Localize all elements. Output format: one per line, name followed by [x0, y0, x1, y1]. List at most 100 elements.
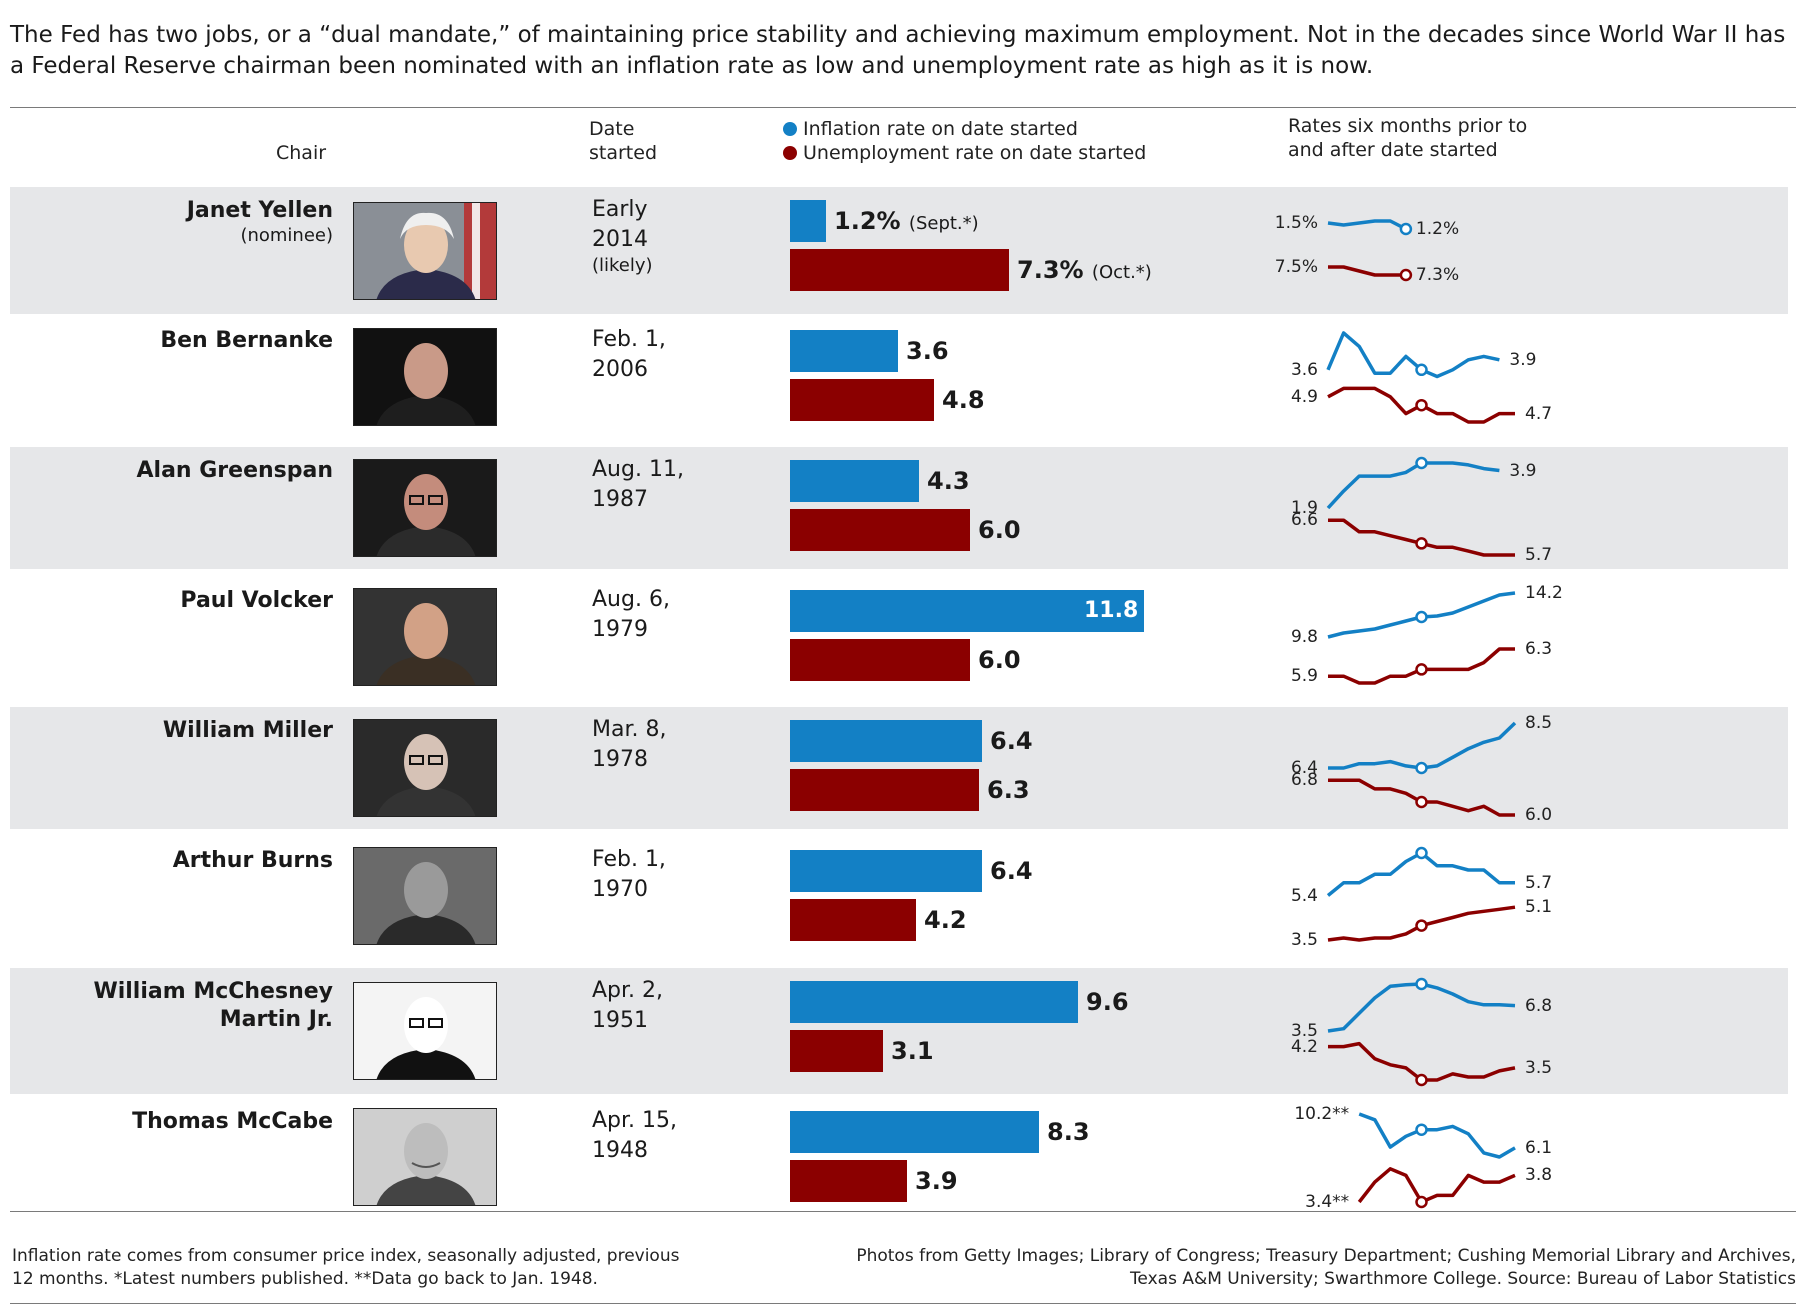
unemployment-bar-label: 7.3% (Oct.*): [1017, 249, 1152, 294]
date-started-line: 2014: [592, 227, 648, 252]
inflation-bar: [790, 1111, 1039, 1153]
unemployment-bar-label: 3.1: [891, 1030, 934, 1072]
inflation-bar-label: 9.6: [1086, 981, 1129, 1023]
unemployment-bar: [790, 509, 970, 551]
sparkline-chart: [1357, 1112, 1516, 1209]
unemployment-start-date-marker: [1415, 398, 1428, 412]
inflation-spark-end-label: 3.9: [1509, 460, 1537, 481]
sparkline-chart: [1326, 846, 1516, 942]
column-header-chair: Chair: [276, 142, 327, 164]
unemployment-start-date-marker: [1415, 919, 1428, 932]
sparkline-chart: [1328, 721, 1517, 817]
inflation-start-date-marker: [1415, 977, 1428, 991]
unemployment-bar-label: 4.8: [942, 379, 985, 421]
date-started-line: 1978: [592, 747, 648, 772]
unemployment-bar-label: 4.2: [924, 899, 967, 941]
unemployment-spark-start-label: 6.8: [1290, 770, 1318, 791]
inflation-spark-end-label: 8.5: [1525, 713, 1553, 733]
date-started-note: (likely): [592, 255, 653, 276]
chair-name-line: William McChesney: [93, 979, 333, 1004]
bottom-rule: [10, 1211, 1796, 1212]
column-header-date-line1: Date: [589, 118, 635, 140]
unemployment-spark-start-label: 7.5%: [1274, 257, 1318, 277]
inflation-start-date-marker: [1415, 363, 1428, 377]
inflation-value: 4.3: [927, 467, 970, 495]
chair-row: Ben Bernanke Feb. 1, 2006 3.6 4.8 3.6 3.9 4.9 4.…: [10, 317, 1788, 436]
inflation-spark-start-label: 1.9: [1290, 498, 1318, 518]
footnote-left-line1: Inflation rate comes from consumer price…: [12, 1246, 680, 1266]
intro-text: The Fed has two jobs, or a “dual mandate…: [10, 22, 1786, 79]
burns-portrait-icon: [353, 847, 497, 945]
unemployment-spark-start-label: 4.2: [1290, 1036, 1318, 1057]
inflation-bar-label: 1.2% (Sept.*): [834, 200, 979, 245]
chair-note: (nominee): [240, 225, 333, 246]
chair-row: Thomas McCabe Apr. 15, 1948 8.3 3.9 10.2** 6.1…: [10, 1098, 1788, 1216]
inflation-spark-start-label: 1.5%: [1274, 213, 1318, 233]
chair-name-line: Arthur Burns: [172, 848, 333, 873]
column-header-date-line2: started: [589, 142, 658, 164]
sparkline-chart: [1326, 331, 1515, 424]
chair-row: William McChesney Martin Jr. Apr. 2, 1951 9.…: [10, 968, 1788, 1094]
date-started-line: 1970: [592, 877, 648, 902]
inflation-spark-end-label: 14.2: [1525, 583, 1563, 603]
inflation-bar-label: 6.4: [990, 850, 1033, 892]
inflation-value: 9.6: [1086, 988, 1129, 1016]
date-started-line: 1951: [592, 1008, 648, 1033]
legend-unemployment: Unemployment rate on date started: [783, 141, 1146, 165]
martin-portrait-icon: [353, 982, 497, 1080]
unemployment-date-note: (Oct.*): [1091, 262, 1152, 283]
miller-portrait-icon: [353, 719, 497, 817]
unemployment-value: 4.2: [924, 906, 967, 934]
unemployment-spark-end-label: 3.5: [1525, 1057, 1553, 1078]
inflation-bar-label: 8.3: [1047, 1111, 1090, 1153]
footnote-left-line2: 12 months. *Latest numbers published. **…: [12, 1269, 598, 1289]
inflation-bar: [790, 720, 982, 762]
inflation-bar: [790, 330, 898, 372]
inflation-dot-icon: [783, 122, 797, 136]
inflation-start-date-marker: [1415, 761, 1428, 775]
footer-rule: [10, 1303, 1796, 1304]
inflation-bar: [790, 590, 1144, 632]
sparkline-chart: [1327, 219, 1413, 282]
unemployment-value: 3.9: [915, 1167, 958, 1195]
unemployment-bar-label: 3.9: [915, 1160, 958, 1202]
chair-row: Janet Yellen (nominee) Early 2014 (likely) 1.…: [10, 187, 1788, 314]
unemployment-spark-end-label: 4.7: [1525, 403, 1553, 424]
date-started-line: Feb. 1,: [592, 327, 666, 352]
greenspan-portrait-icon: [353, 459, 497, 557]
unemployment-spark-start-label: 3.4**: [1305, 1192, 1350, 1212]
date-started-line: Mar. 8,: [592, 717, 667, 742]
unemployment-spark-start-label: 6.6: [1290, 510, 1318, 531]
inflation-bar-label: 6.4: [990, 720, 1033, 762]
chair-name-line: Thomas McCabe: [132, 1109, 333, 1134]
unemployment-start-date-marker: [1415, 795, 1428, 809]
unemployment-spark-end-label: 3.8: [1525, 1165, 1553, 1186]
unemployment-value: 4.8: [942, 386, 985, 414]
unemployment-value: 6.0: [978, 646, 1021, 674]
sparkline-chart: [1327, 977, 1516, 1087]
chair-row: Alan Greenspan Aug. 11, 1987 4.3 6.0 1.9 3.9 6.…: [10, 447, 1788, 569]
inflation-bar-label: 4.3: [927, 460, 970, 502]
inflation-start-date-marker: [1415, 456, 1428, 470]
unemployment-spark-end-label: 5.1: [1525, 897, 1553, 918]
legend-inflation: Inflation rate on date started: [783, 117, 1078, 141]
unemployment-bar: [790, 1160, 907, 1202]
unemployment-start-date-marker: [1415, 537, 1428, 550]
unemployment-bar: [790, 639, 970, 681]
sparkline-chart: [1327, 591, 1516, 685]
inflation-value: 6.4: [990, 857, 1033, 885]
volcker-portrait-icon: [353, 588, 497, 686]
column-header-spark-line2: and after date started: [1288, 139, 1498, 161]
inflation-date-note: (Sept.*): [908, 213, 979, 234]
date-started-line: Apr. 2,: [592, 978, 664, 1003]
unemployment-spark-end-label: 5.7: [1525, 545, 1553, 565]
inflation-sparkline: [1326, 851, 1515, 897]
inflation-bar: [790, 460, 919, 502]
inflation-spark-start-label: 3.5: [1290, 1021, 1318, 1041]
chair-name-line: Janet Yellen: [186, 198, 333, 223]
unemployment-bar-label: 6.0: [978, 509, 1021, 551]
inflation-spark-end-label: 6.1: [1525, 1137, 1553, 1158]
date-started-line: 2006: [592, 357, 648, 382]
inflation-start-date-marker: [1415, 846, 1428, 860]
date-started-line: 1987: [592, 487, 648, 512]
